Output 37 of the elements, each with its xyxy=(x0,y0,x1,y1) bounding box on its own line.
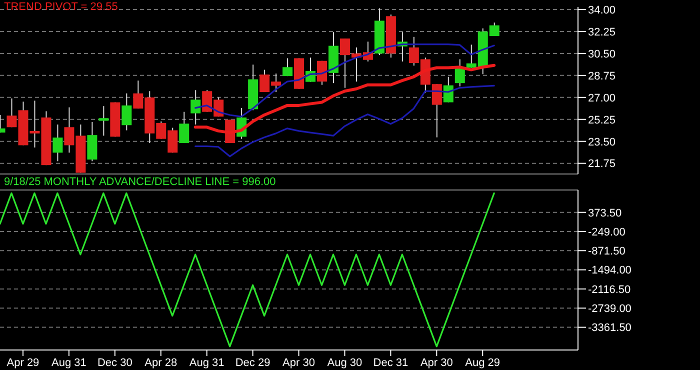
candlestick xyxy=(282,58,293,77)
x-tick-label: Aug 30 xyxy=(327,356,362,369)
y-tick-label: -3361.50 xyxy=(588,322,632,334)
y-tick-label: 23.50 xyxy=(588,136,616,148)
x-tick-label: Aug 29 xyxy=(465,356,500,369)
x-tick-label: Apr 30 xyxy=(420,356,453,369)
y-tick-label: -2739.00 xyxy=(588,303,632,316)
line-series xyxy=(0,192,495,348)
candlestick xyxy=(443,76,454,103)
y-tick-label: -1494.00 xyxy=(588,264,632,277)
x-tick-label: Aug 31 xyxy=(189,356,224,369)
x-tick-label: Apr 29 xyxy=(6,356,40,369)
y-tick-label: 27.00 xyxy=(588,92,616,104)
y-tick-label: 21.75 xyxy=(588,158,616,170)
candlestick xyxy=(190,90,201,126)
line-series xyxy=(194,84,495,158)
x-tick-label: Apr 30 xyxy=(282,356,315,369)
x-tick-label: Dec 30 xyxy=(97,356,132,369)
y-tick-label: 32.25 xyxy=(588,26,616,38)
x-tick-label: Apr 28 xyxy=(144,356,178,369)
x-tick-label: Dec 29 xyxy=(235,356,270,369)
text: TREND PIVOT = 29.55 xyxy=(4,1,118,13)
y-tick-label: 34.00 xyxy=(588,4,616,16)
candlestick xyxy=(52,124,63,162)
series-label: 9/18/25 MONTHLY ADVANCE/DECLINE LINE = 996.00 xyxy=(4,176,276,188)
y-tick-label: -249.00 xyxy=(588,226,626,238)
y-tick-label: -871.50 xyxy=(588,246,626,258)
y-tick-label: 28.75 xyxy=(588,70,616,82)
y-tick-label: -2116.50 xyxy=(588,284,631,296)
x-tick-label: Aug 31 xyxy=(52,356,86,369)
y-tick-label: 373.50 xyxy=(588,207,622,220)
candlestick xyxy=(179,111,190,144)
y-tick-label: 30.50 xyxy=(588,48,616,60)
y-tick-label: 25.25 xyxy=(588,114,616,126)
candlestick xyxy=(98,106,109,136)
candlestick xyxy=(122,92,132,131)
x-tick-label: Dec 31 xyxy=(373,356,408,369)
